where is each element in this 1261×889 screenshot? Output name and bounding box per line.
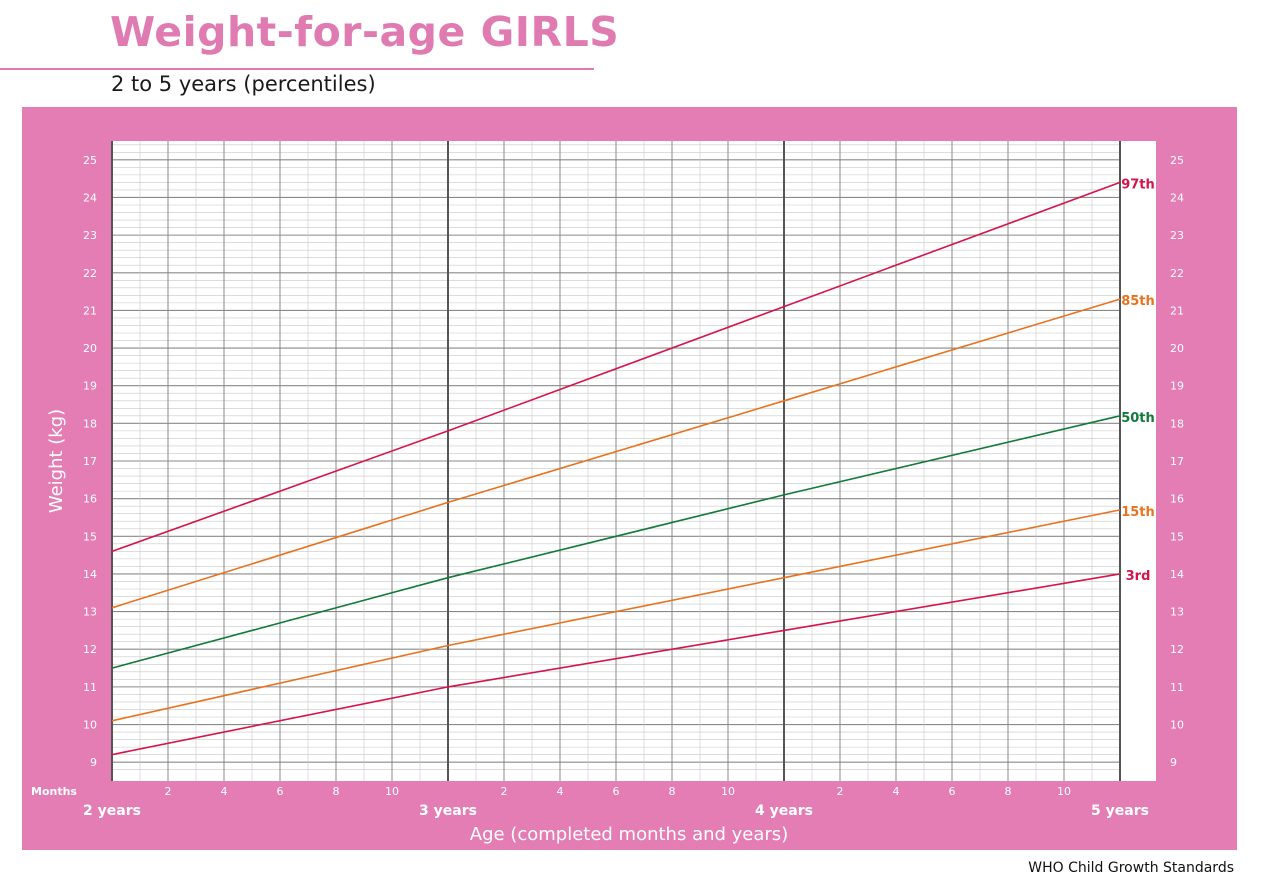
y-tick-label-right: 15 xyxy=(1170,530,1184,543)
y-tick-label-right: 21 xyxy=(1170,304,1184,317)
y-tick-label-left: 11 xyxy=(83,681,97,694)
y-tick-label-right: 9 xyxy=(1170,756,1177,769)
y-tick-label-right: 16 xyxy=(1170,493,1184,506)
months-label: Months xyxy=(31,785,77,798)
x-month-tick-label: 10 xyxy=(385,785,399,798)
y-tick-label-right: 12 xyxy=(1170,643,1184,656)
x-month-tick-label: 6 xyxy=(949,785,956,798)
chart-labels: 9 9 10 10 11 11 12 12 13 13 14 14 15 15 16 16 17 17 18 18 19… xyxy=(31,154,1184,845)
x-month-tick-label: 2 xyxy=(501,785,508,798)
percentile-label-15th: 15th xyxy=(1121,505,1155,520)
x-year-tick-label: 5 years xyxy=(1091,803,1149,819)
y-tick-label-right: 24 xyxy=(1170,191,1184,204)
x-month-tick-label: 4 xyxy=(893,785,900,798)
y-tick-label-left: 16 xyxy=(83,493,97,506)
y-tick-label-right: 14 xyxy=(1170,568,1184,581)
y-tick-label-right: 22 xyxy=(1170,267,1184,280)
x-month-tick-label: 4 xyxy=(221,785,228,798)
x-month-tick-label: 6 xyxy=(277,785,284,798)
x-month-tick-label: 2 xyxy=(165,785,172,798)
x-month-tick-label: 10 xyxy=(1057,785,1071,798)
y-tick-label-left: 19 xyxy=(83,380,97,393)
x-month-tick-label: 2 xyxy=(837,785,844,798)
percentile-line-50th xyxy=(111,415,1121,669)
x-month-tick-label: 8 xyxy=(669,785,676,798)
percentile-label-97th: 97th xyxy=(1121,177,1155,192)
x-month-tick-label: 10 xyxy=(721,785,735,798)
y-tick-label-left: 21 xyxy=(83,304,97,317)
percentile-line-15th xyxy=(111,509,1121,722)
x-year-tick-label: 4 years xyxy=(755,803,813,819)
y-tick-label-right: 10 xyxy=(1170,719,1184,732)
percentile-label-85th: 85th xyxy=(1121,294,1155,309)
y-axis-title: Weight (kg) xyxy=(46,409,67,513)
percentile-curves xyxy=(111,181,1121,756)
y-tick-label-left: 12 xyxy=(83,643,97,656)
percentile-label-3rd: 3rd xyxy=(1126,569,1151,584)
x-month-tick-label: 8 xyxy=(1005,785,1012,798)
y-tick-label-right: 23 xyxy=(1170,229,1184,242)
chart-subtitle: 2 to 5 years (percentiles) xyxy=(111,72,376,96)
y-tick-label-right: 17 xyxy=(1170,455,1184,468)
chart-title: Weight-for-age GIRLS xyxy=(110,8,620,56)
y-tick-label-left: 23 xyxy=(83,229,97,242)
percentile-label-50th: 50th xyxy=(1121,411,1155,426)
y-tick-label-right: 18 xyxy=(1170,417,1184,430)
label-strip xyxy=(1120,141,1156,781)
y-tick-label-right: 19 xyxy=(1170,380,1184,393)
percentile-line-85th xyxy=(111,298,1121,609)
y-tick-label-left: 15 xyxy=(83,530,97,543)
x-month-tick-label: 8 xyxy=(333,785,340,798)
percentile-line-97th xyxy=(111,181,1121,553)
title-rule xyxy=(0,68,594,70)
y-tick-label-left: 25 xyxy=(83,154,97,167)
y-tick-label-left: 20 xyxy=(83,342,97,355)
y-tick-label-left: 18 xyxy=(83,417,97,430)
y-tick-label-right: 20 xyxy=(1170,342,1184,355)
y-tick-label-left: 17 xyxy=(83,455,97,468)
y-tick-label-right: 13 xyxy=(1170,606,1184,619)
y-tick-label-left: 10 xyxy=(83,719,97,732)
y-tick-label-left: 22 xyxy=(83,267,97,280)
grid-lines xyxy=(111,141,1121,781)
y-tick-label-left: 13 xyxy=(83,606,97,619)
y-tick-label-right: 11 xyxy=(1170,681,1184,694)
x-month-tick-label: 4 xyxy=(557,785,564,798)
percentile-line-3rd xyxy=(111,573,1121,756)
x-year-tick-label: 3 years xyxy=(419,803,477,819)
y-tick-label-right: 25 xyxy=(1170,154,1184,167)
footer-credit: WHO Child Growth Standards xyxy=(1028,860,1234,876)
x-year-tick-label: 2 years xyxy=(83,803,141,819)
x-month-tick-label: 6 xyxy=(613,785,620,798)
x-axis-title: Age (completed months and years) xyxy=(470,824,788,845)
y-tick-label-left: 9 xyxy=(90,756,97,769)
y-tick-label-left: 14 xyxy=(83,568,97,581)
y-tick-label-left: 24 xyxy=(83,191,97,204)
